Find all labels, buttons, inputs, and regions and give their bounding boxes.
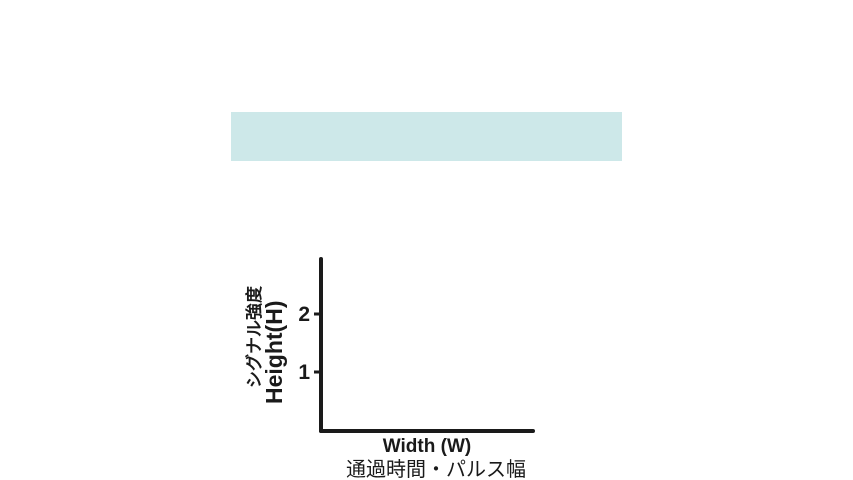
svg-text:通過時間・パルス幅: 通過時間・パルス幅 [346, 458, 526, 480]
svg-text:Width (W): Width (W) [383, 436, 471, 457]
svg-text:2: 2 [298, 303, 310, 326]
svg-text:1: 1 [298, 361, 310, 384]
svg-text:Height(H): Height(H) [261, 301, 287, 404]
